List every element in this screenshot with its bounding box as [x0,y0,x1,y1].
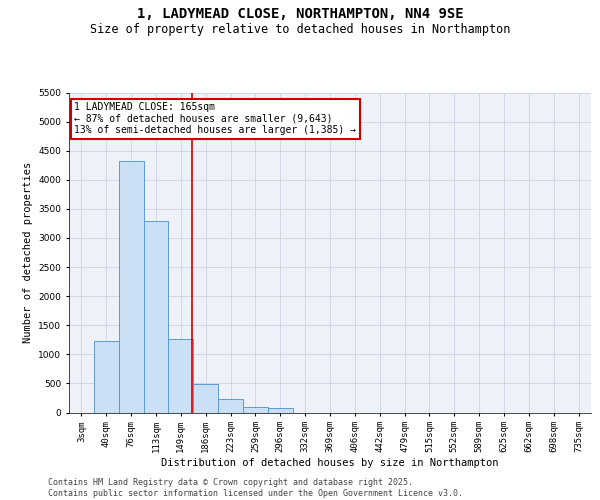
Text: Contains HM Land Registry data © Crown copyright and database right 2025.
Contai: Contains HM Land Registry data © Crown c… [48,478,463,498]
Bar [218,399,243,412]
Y-axis label: Number of detached properties: Number of detached properties [23,162,33,343]
Text: 1 LADYMEAD CLOSE: 165sqm
← 87% of detached houses are smaller (9,643)
13% of sem: 1 LADYMEAD CLOSE: 165sqm ← 87% of detach… [74,102,356,136]
Text: 1, LADYMEAD CLOSE, NORTHAMPTON, NN4 9SE: 1, LADYMEAD CLOSE, NORTHAMPTON, NN4 9SE [137,8,463,22]
Bar [243,406,268,412]
Bar [94,341,119,412]
Text: Size of property relative to detached houses in Northampton: Size of property relative to detached ho… [90,22,510,36]
Bar [119,161,143,412]
X-axis label: Distribution of detached houses by size in Northampton: Distribution of detached houses by size … [161,458,499,468]
Bar [193,384,218,412]
Bar [268,408,293,412]
Bar [169,338,193,412]
Bar [143,220,169,412]
